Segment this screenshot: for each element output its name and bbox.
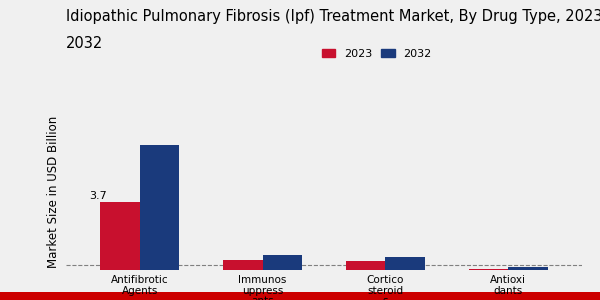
Bar <box>223 260 263 270</box>
Legend: 2023, 2032: 2023, 2032 <box>317 45 436 64</box>
Text: 2032: 2032 <box>66 36 103 51</box>
Bar <box>140 145 179 270</box>
Bar <box>508 267 548 270</box>
Bar <box>263 255 302 270</box>
Bar <box>385 257 425 270</box>
Y-axis label: Market Size in USD Billion: Market Size in USD Billion <box>47 116 61 268</box>
Bar <box>100 202 140 270</box>
Text: 3.7: 3.7 <box>89 191 107 201</box>
Bar <box>469 269 508 270</box>
Text: Idiopathic Pulmonary Fibrosis (Ipf) Treatment Market, By Drug Type, 2023 &: Idiopathic Pulmonary Fibrosis (Ipf) Trea… <box>66 9 600 24</box>
Bar <box>346 261 385 270</box>
